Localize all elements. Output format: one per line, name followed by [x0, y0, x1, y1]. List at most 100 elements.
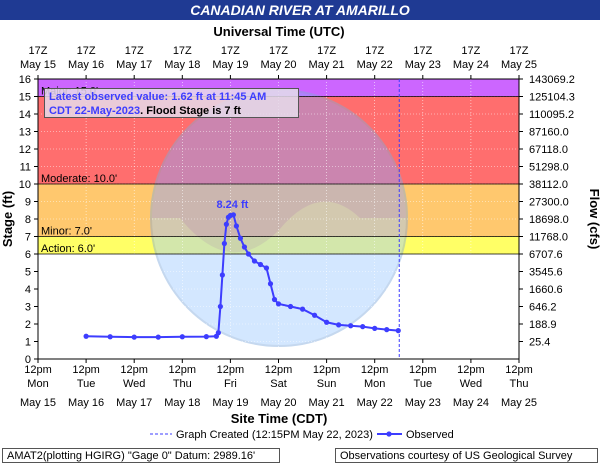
xtick-top-date: May 15 [20, 59, 56, 71]
ytick-label-right: 51298.0 [529, 162, 569, 174]
xtick-date: May 22 [357, 397, 393, 409]
observed-point [263, 265, 270, 271]
xtick-top-date: May 18 [164, 59, 200, 71]
xtick-day: Sat [270, 378, 287, 390]
ytick-label-left: 11 [20, 162, 31, 174]
ytick-label-right: 87160.0 [529, 127, 569, 139]
ytick-label-left: 1 [25, 337, 31, 349]
ytick-label-right: 188.9 [529, 319, 557, 331]
legend-graph-created-text: Graph Created (12:15PM May 22, 2023) [176, 429, 373, 441]
observed-point [131, 334, 137, 340]
peak-label: 8.24 ft [217, 199, 249, 211]
flood-stage-text: . Flood Stage is 7 ft [140, 105, 241, 117]
observed-point [257, 261, 264, 268]
ytick-label-left: 0 [25, 354, 31, 366]
top-axis-title: Universal Time (UTC) [213, 24, 344, 39]
legend-observed-text: Observed [406, 429, 454, 441]
ytick-label-left: 12 [19, 144, 31, 156]
xtick-top-date: May 24 [453, 59, 489, 71]
ytick-label-right: 6707.6 [529, 249, 563, 261]
ytick-label-left: 13 [19, 127, 31, 139]
chart-title: CANADIAN RIVER AT AMARILLO [0, 0, 600, 20]
latest-observation-line2: CDT 22-May-2023. Flood Stage is 7 ft [49, 104, 294, 118]
xtick-time: 12pm [120, 364, 148, 376]
observed-point [230, 212, 237, 218]
xtick-top-time: 17Z [125, 45, 144, 57]
flood-bands [38, 79, 519, 359]
xtick-day: Fri [224, 378, 237, 390]
y-axis-title-right: Flow (cfs) [587, 189, 600, 250]
xtick-time: 12pm [457, 364, 485, 376]
ytick-label-left: 2 [25, 319, 31, 331]
observed-point [311, 312, 318, 318]
xtick-time: 12pm [265, 364, 293, 376]
xtick-day: Tue [414, 378, 433, 390]
xtick-day: Thu [510, 378, 529, 390]
xtick-date: May 24 [453, 397, 489, 409]
ytick-label-left: 6 [25, 249, 31, 261]
xtick-date: May 19 [212, 397, 248, 409]
xtick-date: May 17 [116, 397, 152, 409]
ytick-label-right: 27300.0 [529, 197, 569, 209]
ytick-label-right: 143069.2 [529, 74, 575, 86]
xtick-date: May 16 [68, 397, 104, 409]
observed-point [348, 323, 354, 329]
observed-point [179, 334, 185, 340]
ytick-label-left: 3 [25, 302, 31, 314]
observed-point [395, 328, 401, 334]
ytick-label-left: 5 [25, 267, 31, 279]
xtick-top-time: 17Z [29, 45, 48, 57]
observed-point [384, 327, 390, 333]
observed-point [241, 244, 248, 250]
latest-observation-box: Latest observed value: 1.62 ft at 11:45 … [44, 88, 299, 118]
xtick-time: 12pm [24, 364, 52, 376]
xtick-top-time: 17Z [413, 45, 432, 57]
xtick-top-date: May 16 [68, 59, 104, 71]
ytick-label-right: 11768.0 [529, 232, 568, 244]
xtick-top-date: May 23 [405, 59, 441, 71]
xtick-date: May 15 [20, 397, 56, 409]
observed-point [217, 303, 223, 310]
observed-point [267, 281, 274, 287]
observed-point [233, 223, 240, 229]
label-action: Action: 6.0' [41, 243, 95, 255]
xtick-day: Wed [123, 378, 145, 390]
xtick-top-time: 17Z [461, 45, 480, 57]
xtick-day: Mon [27, 378, 48, 390]
label-minor: Minor: 7.0' [41, 226, 92, 238]
xtick-top-time: 17Z [510, 45, 529, 57]
xtick-date: May 18 [164, 397, 200, 409]
xtick-top-time: 17Z [77, 45, 96, 57]
xtick-top-date: May 17 [116, 59, 152, 71]
legend-observed-marker [386, 431, 392, 437]
observed-point [299, 306, 306, 312]
xtick-time: 12pm [217, 364, 245, 376]
xtick-date: May 25 [501, 397, 537, 409]
observed-point [83, 333, 89, 339]
observed-point [324, 319, 330, 325]
xtick-date: May 21 [309, 397, 345, 409]
ytick-label-left: 7 [25, 232, 31, 244]
observed-point [287, 303, 294, 310]
observed-point [245, 251, 252, 257]
xtick-day: Mon [364, 378, 385, 390]
xtick-day: Thu [173, 378, 192, 390]
observed-point [155, 334, 161, 340]
xtick-time: 12pm [313, 364, 341, 376]
observed-point [219, 272, 225, 278]
ytick-label-left: 15 [19, 92, 31, 104]
ytick-label-right: 38112.0 [529, 179, 568, 191]
observed-point [203, 334, 209, 340]
xtick-top-time: 17Z [269, 45, 288, 57]
ytick-label-left: 14 [19, 109, 31, 121]
xtick-top-date: May 20 [260, 59, 296, 71]
observed-point [360, 324, 366, 330]
noaa-watermark [150, 89, 408, 347]
observed-point [223, 221, 229, 227]
label-moderate: Moderate: 10.0' [41, 173, 117, 185]
observed-point [336, 322, 342, 328]
ytick-label-right: 125104.3 [529, 92, 575, 104]
latest-observation-date: CDT 22-May-2023 [49, 105, 141, 117]
ytick-label-left: 4 [25, 284, 31, 296]
xtick-day: Sun [317, 378, 337, 390]
